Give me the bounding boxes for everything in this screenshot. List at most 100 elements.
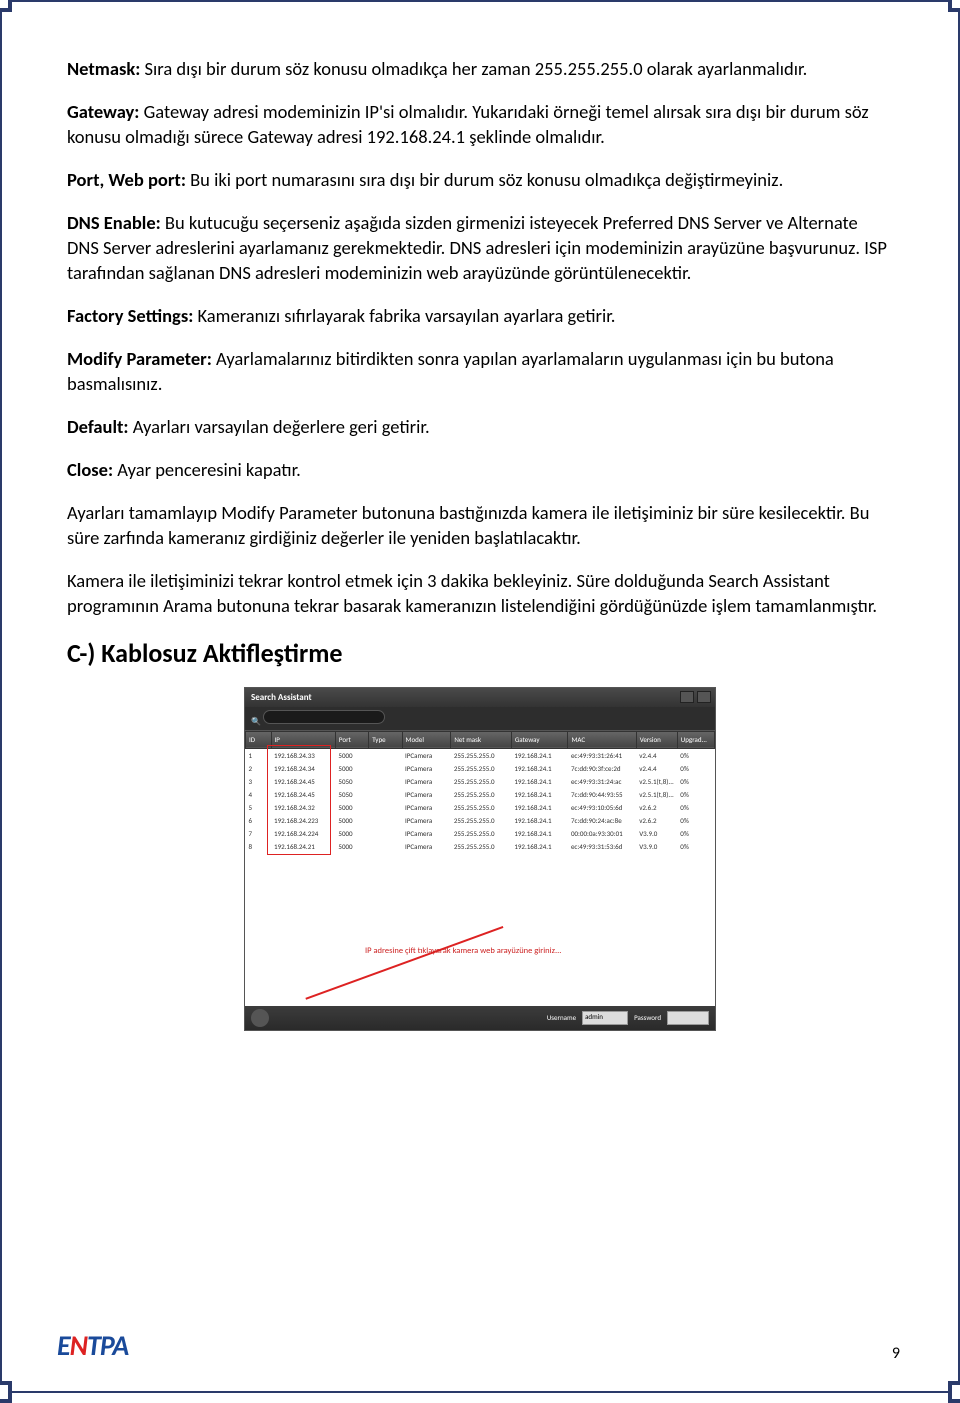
close-button[interactable] [697,691,711,703]
annotation-text: IP adresine çift tıklayarak kamera web a… [365,946,561,956]
table-cell: v2.5.1(t,8)... [636,788,677,801]
table-row[interactable]: 3192.168.24.455050IPCamera255.255.255.01… [246,775,715,788]
column-header[interactable]: Upgrad... [677,731,714,748]
corner-ornament [0,1381,12,1403]
table-cell: 5000 [335,814,368,827]
logo-part2: N [70,1328,87,1363]
table-cell: ec:49:93:31:26:41 [568,748,636,762]
window-titlebar[interactable]: Search Assistant [245,688,715,707]
table-cell: 192.168.24.1 [511,788,568,801]
table-row[interactable]: 7192.168.24.2245000IPCamera255.255.255.0… [246,827,715,840]
results-body: IDIPPortTypeModelNet maskGatewayMACVersi… [245,731,715,1006]
table-cell: 5000 [335,762,368,775]
table-cell: 5050 [335,775,368,788]
table-cell: 192.168.24.1 [511,748,568,762]
table-cell [369,775,402,788]
table-cell: 192.168.24.1 [511,801,568,814]
table-cell: v2.6.2 [636,814,677,827]
column-header[interactable]: Gateway [511,731,568,748]
table-cell: IPCamera [402,840,451,853]
logo-part3: TPA [87,1328,128,1363]
para-close: Close: Ayar penceresini kapatır. [67,458,893,483]
column-header[interactable]: Version [636,731,677,748]
table-cell: 0% [677,814,714,827]
column-header[interactable]: Net mask [451,731,512,748]
table-header-row: IDIPPortTypeModelNet maskGatewayMACVersi… [246,731,715,748]
column-header[interactable]: Type [369,731,402,748]
label-modify: Modify Parameter: [67,347,212,370]
column-header[interactable]: Model [402,731,451,748]
table-cell: v2.6.2 [636,801,677,814]
table-cell: 5000 [335,748,368,762]
table-cell: 255.255.255.0 [451,814,512,827]
table-cell: IPCamera [402,775,451,788]
table-cell: 4 [246,788,272,801]
table-cell: 7 [246,827,272,840]
table-cell: 5000 [335,827,368,840]
refresh-button[interactable] [251,1009,269,1027]
text-dns: Bu kutucuğu seçerseniz aşağıda sizden gi… [67,211,887,284]
table-cell: 255.255.255.0 [451,788,512,801]
column-header[interactable]: MAC [568,731,636,748]
table-cell: 5 [246,801,272,814]
table-cell: 192.168.24.33 [271,748,335,762]
results-table[interactable]: IDIPPortTypeModelNet maskGatewayMACVersi… [245,731,715,853]
column-header[interactable]: Port [335,731,368,748]
corner-ornament [948,0,960,12]
table-row[interactable]: 1192.168.24.335000 IPCamera255.255.255.01… [246,748,715,762]
table-cell: 255.255.255.0 [451,748,512,762]
minimize-button[interactable] [680,691,694,703]
text-default: Ayarları varsayılan değerlere geri getir… [129,415,430,438]
username-label: Username [547,1013,576,1022]
table-cell: 192.168.24.1 [511,827,568,840]
label-dns: DNS Enable: [67,211,161,234]
table-cell: 0% [677,840,714,853]
username-input[interactable]: admin [582,1011,628,1025]
table-row[interactable]: 2192.168.24.345000IPCamera255.255.255.01… [246,762,715,775]
table-cell: 255.255.255.0 [451,840,512,853]
table-cell: 255.255.255.0 [451,801,512,814]
table-cell: 192.168.24.34 [271,762,335,775]
table-cell: IPCamera [402,827,451,840]
label-close: Close: [67,458,113,481]
table-row[interactable]: 4192.168.24.455050IPCamera255.255.255.01… [246,788,715,801]
table-cell: IPCamera [402,748,451,762]
search-icon: 🔍 [251,717,261,727]
table-cell: 5000 [335,840,368,853]
text-gateway: Gateway adresi modeminizin IP'si olmalıd… [67,100,869,148]
search-assistant-window: Search Assistant 🔍 IDIPPortTypeModelNet … [244,687,716,1031]
table-cell: v2.4.4 [636,748,677,762]
page: Netmask: Sıra dışı bir durum söz konusu … [0,0,960,1393]
table-cell: IPCamera [402,788,451,801]
password-label: Password [634,1013,661,1022]
table-cell: 0% [677,827,714,840]
logo-part1: E [57,1328,70,1363]
table-cell [369,801,402,814]
search-input[interactable] [263,710,385,724]
table-cell: 5000 [335,801,368,814]
table-cell: 192.168.24.224 [271,827,335,840]
table-cell: V3.9.0 [636,840,677,853]
corner-ornament [948,1381,960,1403]
table-row[interactable]: 8192.168.24.215000IPCamera255.255.255.01… [246,840,715,853]
text-close: Ayar penceresini kapatır. [113,458,301,481]
label-netmask: Netmask: [67,57,140,80]
column-header[interactable]: ID [246,731,272,748]
table-cell: 0% [677,762,714,775]
table-row[interactable]: 6192.168.24.2235000IPCamera255.255.255.0… [246,814,715,827]
table-cell [369,840,402,853]
table-cell: 192.168.24.1 [511,775,568,788]
label-default: Default: [67,415,129,438]
page-number: 9 [892,1344,900,1363]
password-input[interactable] [667,1011,709,1025]
table-cell: 00:00:0a:93:30:01 [568,827,636,840]
table-cell: 1 [246,748,272,762]
table-cell: 255.255.255.0 [451,762,512,775]
table-cell [369,762,402,775]
column-header[interactable]: IP [271,731,335,748]
para-modify: Modify Parameter: Ayarlamalarınız bitird… [67,347,893,397]
table-row[interactable]: 5192.168.24.325000IPCamera255.255.255.01… [246,801,715,814]
table-cell: ec:49:93:10:05:6d [568,801,636,814]
table-cell: v2.5.1(t,8)... [636,775,677,788]
table-cell: 2 [246,762,272,775]
